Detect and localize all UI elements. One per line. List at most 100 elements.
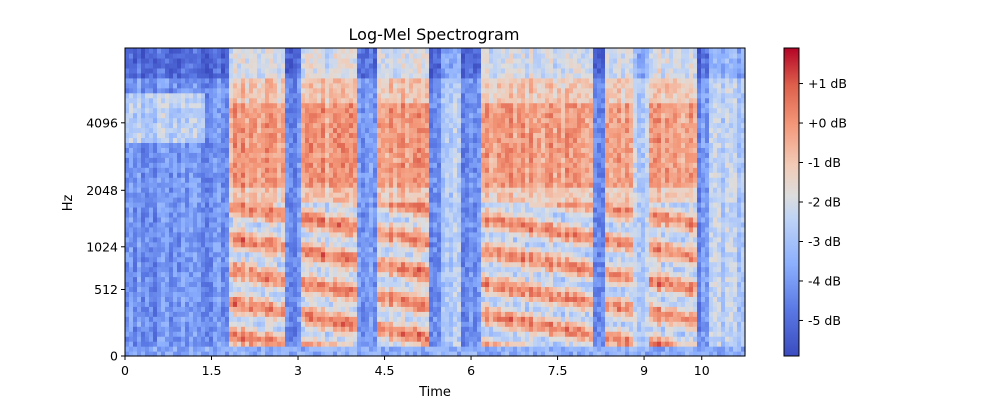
heat-cell	[293, 251, 298, 258]
heat-cell	[321, 321, 326, 327]
heat-cell	[373, 87, 378, 94]
heat-cell	[405, 132, 410, 139]
heat-cell	[269, 291, 274, 297]
heat-cell	[389, 57, 394, 64]
heat-cell	[437, 57, 442, 64]
heat-cell	[289, 152, 294, 158]
heat-cell	[321, 57, 326, 64]
heat-cell	[133, 221, 138, 228]
heat-cell	[173, 147, 178, 153]
heat-cell	[273, 256, 278, 263]
heat-cell	[413, 206, 418, 213]
heat-cell	[125, 112, 130, 119]
heat-cell	[161, 301, 166, 307]
heat-cell	[281, 97, 286, 104]
heat-cell	[201, 137, 206, 143]
heat-cell	[377, 157, 382, 163]
heat-cell	[425, 336, 430, 342]
heat-cell	[205, 202, 210, 208]
heat-cell	[253, 286, 258, 293]
heat-cell	[153, 72, 158, 79]
heat-cell	[221, 132, 226, 139]
heat-cell	[385, 112, 390, 119]
heat-cell	[161, 256, 166, 263]
heat-cell	[229, 211, 234, 218]
heat-cell	[441, 97, 446, 104]
heat-cell	[313, 256, 318, 263]
heat-cell	[365, 202, 370, 208]
heat-cell	[305, 172, 310, 178]
heat-cell	[237, 72, 242, 79]
heat-cell	[325, 261, 330, 268]
heat-cell	[153, 112, 158, 119]
heat-cell	[297, 306, 302, 312]
heat-cell	[145, 306, 150, 312]
heat-cell	[253, 187, 258, 193]
heat-cell	[429, 48, 434, 54]
heat-cell	[393, 276, 398, 283]
heat-cell	[137, 331, 142, 337]
heat-cell	[245, 127, 250, 134]
heat-cell	[317, 236, 322, 243]
heat-cell	[225, 291, 230, 297]
heat-cell	[185, 137, 190, 143]
heat-cell	[405, 117, 410, 124]
heat-cell	[181, 351, 186, 357]
heat-cell	[261, 346, 266, 352]
heat-cell	[161, 346, 166, 352]
heat-cell	[357, 206, 362, 213]
heat-cell	[373, 331, 378, 337]
heat-cell	[261, 172, 266, 178]
heat-cell	[161, 296, 166, 302]
heat-cell	[225, 48, 230, 54]
heat-cell	[425, 206, 430, 213]
heat-cell	[341, 137, 346, 143]
heat-cell	[201, 127, 206, 134]
heat-cell	[405, 122, 410, 129]
heat-cell	[345, 72, 350, 79]
heat-cell	[329, 82, 334, 89]
heat-cell	[397, 326, 402, 332]
heat-cell	[193, 266, 198, 273]
heat-cell	[149, 246, 154, 253]
heat-cell	[417, 187, 422, 193]
heat-cell	[253, 291, 258, 297]
heat-cell	[229, 286, 234, 293]
heat-cell	[441, 122, 446, 129]
heat-cell	[277, 72, 282, 79]
heat-cell	[205, 112, 210, 119]
heat-cell	[357, 152, 362, 158]
heat-cell	[309, 142, 314, 148]
heat-cell	[401, 211, 406, 218]
heat-cell	[425, 321, 430, 327]
heat-cell	[125, 296, 130, 302]
heat-cell	[317, 162, 322, 168]
heat-cell	[401, 147, 406, 153]
heat-cell	[129, 336, 134, 342]
heat-cell	[385, 52, 390, 59]
heat-cell	[145, 97, 150, 104]
heat-cell	[313, 147, 318, 153]
heat-cell	[129, 147, 134, 153]
heat-cell	[221, 296, 226, 302]
heat-cell	[129, 291, 134, 297]
heat-cell	[149, 52, 154, 59]
heat-cell	[189, 286, 194, 293]
heat-cell	[213, 177, 218, 183]
heat-cell	[353, 251, 358, 258]
heat-cell	[365, 241, 370, 248]
heat-cell	[333, 127, 338, 134]
heat-cell	[405, 192, 410, 198]
heat-cell	[201, 321, 206, 327]
heat-cell	[237, 241, 242, 248]
heat-cell	[261, 107, 266, 114]
heat-cell	[325, 296, 330, 302]
heat-cell	[197, 192, 202, 198]
heat-cell	[169, 82, 174, 89]
heat-cell	[301, 192, 306, 198]
heat-cell	[405, 182, 410, 188]
heat-cell	[145, 77, 150, 84]
heat-cell	[201, 97, 206, 104]
heat-cell	[125, 157, 130, 163]
heat-cell	[177, 211, 182, 218]
